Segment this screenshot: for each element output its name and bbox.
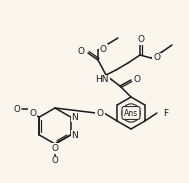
Text: O: O — [51, 144, 59, 153]
Text: O: O — [78, 48, 85, 57]
Text: O: O — [100, 44, 107, 53]
Text: Ans: Ans — [124, 109, 138, 117]
Text: O: O — [134, 74, 141, 83]
Text: O: O — [52, 156, 58, 165]
Text: O: O — [13, 104, 20, 113]
Text: N: N — [72, 130, 78, 139]
Text: O: O — [29, 109, 36, 117]
Text: O: O — [138, 35, 145, 44]
Text: O: O — [97, 109, 104, 117]
Text: N: N — [72, 113, 78, 122]
Text: HN: HN — [95, 76, 109, 85]
Text: O: O — [153, 53, 160, 63]
Text: F: F — [163, 109, 168, 117]
